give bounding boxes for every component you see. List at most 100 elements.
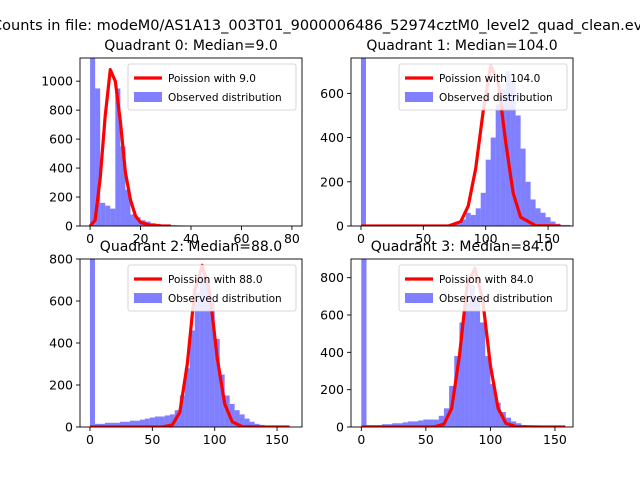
y-tick-label: 800 [320,270,344,285]
legend: Poission with 104.0 Observed distribution [398,63,568,111]
legend-hist-label: Observed distribution [168,92,282,104]
y-tick-label: 0 [336,219,344,234]
y-tick-label: 600 [320,86,344,101]
histogram-bar [515,115,521,226]
histogram-bar [535,208,541,226]
y-tick-label: 200 [49,190,73,205]
histogram-bar [90,58,96,226]
histogram-bar [545,217,551,226]
y-tick-label: 800 [49,103,73,118]
histogram-bar [105,205,111,226]
y-tick-label: 800 [49,252,73,267]
legend: Poission with 9.0 Observed distribution [127,63,297,111]
y-tick-label: 400 [49,161,73,176]
histogram-bar [464,296,470,427]
histogram-bar [234,410,240,427]
y-tick-label: 200 [49,378,73,393]
histogram-bar [469,285,475,427]
x-tick-label: 150 [536,231,560,246]
histogram-bar [454,356,460,427]
histogram-bar [490,384,496,427]
x-tick-label: 100 [203,432,227,447]
histogram-bar [361,259,367,427]
x-tick-label: 50 [144,432,160,447]
histogram-bar [184,368,190,427]
axes-frame [350,57,574,227]
histogram-bar [249,421,255,427]
histogram-bar [179,395,185,427]
histogram-bar [209,301,215,427]
x-tick-label: 80 [284,231,300,246]
histogram-bar [480,192,486,226]
histogram-bar [114,422,120,427]
legend-hist-swatch [134,293,162,303]
histogram-bar [194,292,200,427]
y-tick-label: 600 [320,308,344,323]
y-tick-label: 400 [49,336,73,351]
histogram-bar [505,417,512,427]
histogram-bar [115,88,121,226]
legend-hist-label: Observed distribution [439,293,553,305]
histogram-bar [219,374,225,427]
histogram-bar [129,420,135,427]
histogram-bar [360,58,366,226]
histogram-bar [130,214,136,226]
histogram-bar [433,419,439,427]
y-tick-label: 1000 [41,74,73,89]
y-tick-label: 600 [49,294,73,309]
subplot-title: Quadrant 2: Median=88.0 [100,239,282,255]
histogram-bar [119,421,125,427]
subplot-1: 0 50 100 150 0 200 400 600 Quadrant 1: Median=10… [320,38,574,246]
histogram-bar [244,418,250,427]
histogram-bar [428,419,434,427]
histogram-bar [189,330,195,427]
subplot-title: Quadrant 1: Median=104.0 [366,38,557,54]
histogram-bar [159,416,165,427]
x-tick-label: 40 [183,231,199,246]
histogram-bar [495,402,501,427]
legend-box [127,264,297,312]
histogram-bar [418,420,424,427]
histogram-bar [530,199,536,226]
histogram-bar [100,202,106,226]
histogram-bar [149,417,155,427]
x-tick-label: 20 [133,231,149,246]
histogram-bar [465,212,471,226]
histogram-bar [412,421,419,427]
histogram-bar [565,224,571,226]
histogram-bar [460,219,466,226]
legend-hist-swatch [405,293,433,303]
x-tick-label: 0 [357,231,365,246]
subplot-title: Quadrant 0: Median=9.0 [104,38,278,54]
x-tick-label: 150 [543,432,567,447]
y-tick-label: 0 [65,219,73,234]
figure-title: Counts in file: modeM0/AS1A13_003T01_900… [0,18,640,34]
legend: Poission with 88.0 Observed distribution [127,264,297,312]
histogram-bar [134,420,140,427]
histogram-bar [474,296,481,427]
histogram-bar [104,422,110,427]
plot-area [88,58,237,226]
histogram-bar [560,224,566,226]
histogram-bar [480,322,486,427]
plot-area [89,259,290,427]
y-tick-label: 0 [336,420,344,435]
x-tick-label: 60 [234,231,250,246]
histogram-bar [139,419,145,427]
histogram-bar [164,415,170,427]
axes-frame [350,258,574,428]
histogram-bar [540,212,546,226]
y-tick-label: 0 [65,420,73,435]
histogram-bar [525,181,531,226]
subplot-title: Quadrant 3: Median=84.0 [371,239,553,255]
y-tick-label: 400 [320,345,344,360]
histogram-bar [475,208,481,226]
legend-box [127,63,297,111]
histogram-bar [495,104,501,226]
legend-line-label: Poission with 88.0 [168,274,263,286]
legend-hist-label: Observed distribution [168,293,282,305]
histogram-bar [510,82,516,226]
poisson-curve [88,67,171,226]
subplot-3: 0 50 100 150 0 200 400 600 800 Quadrant 3: Median… [320,239,574,447]
histogram-bar [204,280,210,427]
